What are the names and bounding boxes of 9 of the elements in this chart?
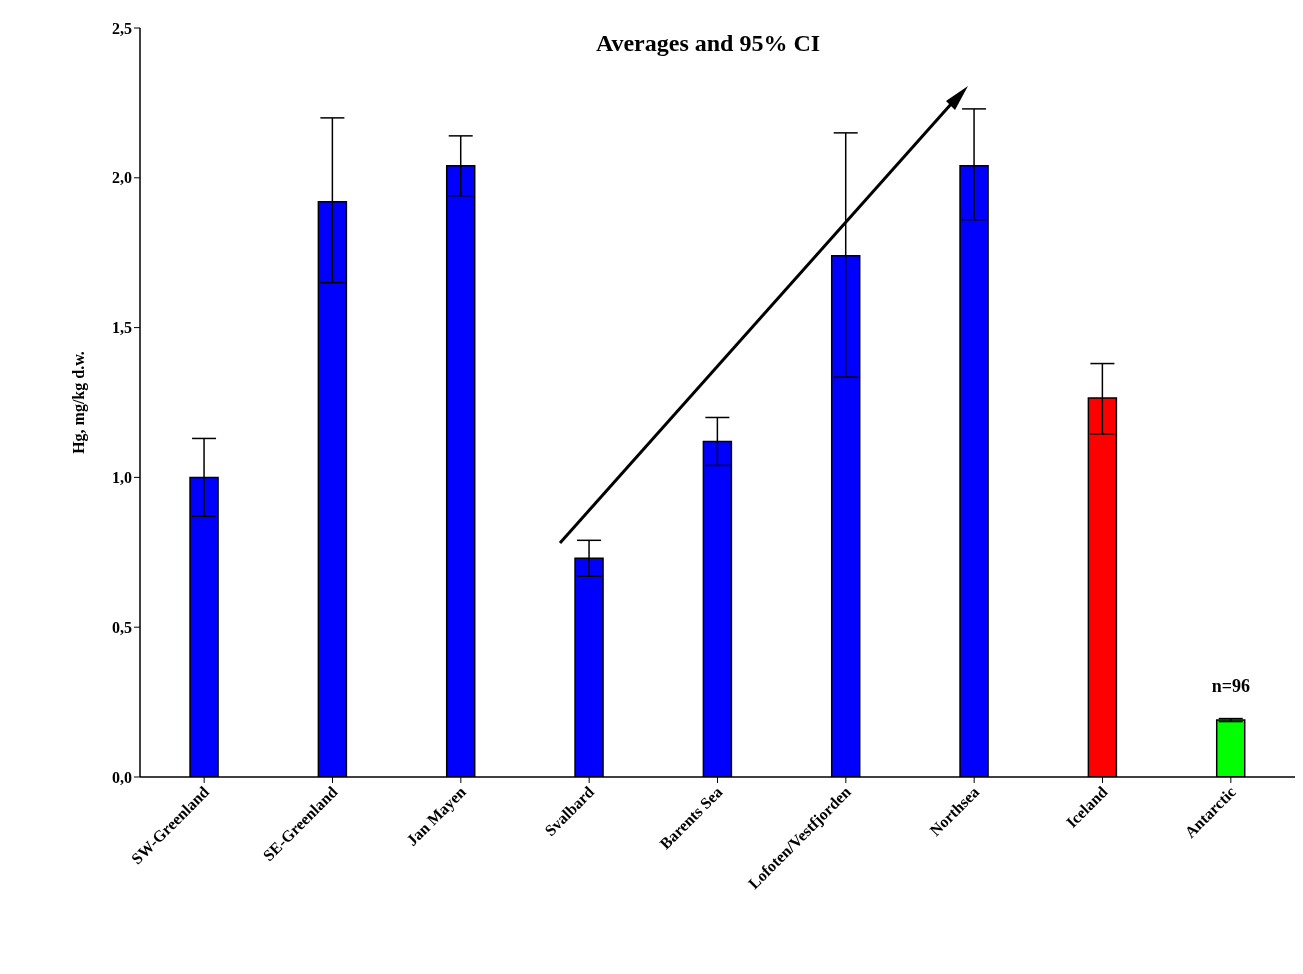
y-tick-label: 2,0 — [112, 169, 132, 187]
y-tick-label: 0,5 — [112, 618, 132, 636]
y-tick-label: 2,5 — [112, 19, 132, 37]
chart-title: Averages and 95% CI — [594, 30, 822, 57]
annotation: n=96 — [1211, 676, 1250, 697]
y-axis-title: Hg, mg/kg d.w. — [69, 351, 88, 454]
y-tick-label: 0,0 — [112, 768, 132, 786]
y-tick-label: 1,0 — [112, 469, 132, 487]
y-tick-label: 1,5 — [112, 319, 132, 337]
